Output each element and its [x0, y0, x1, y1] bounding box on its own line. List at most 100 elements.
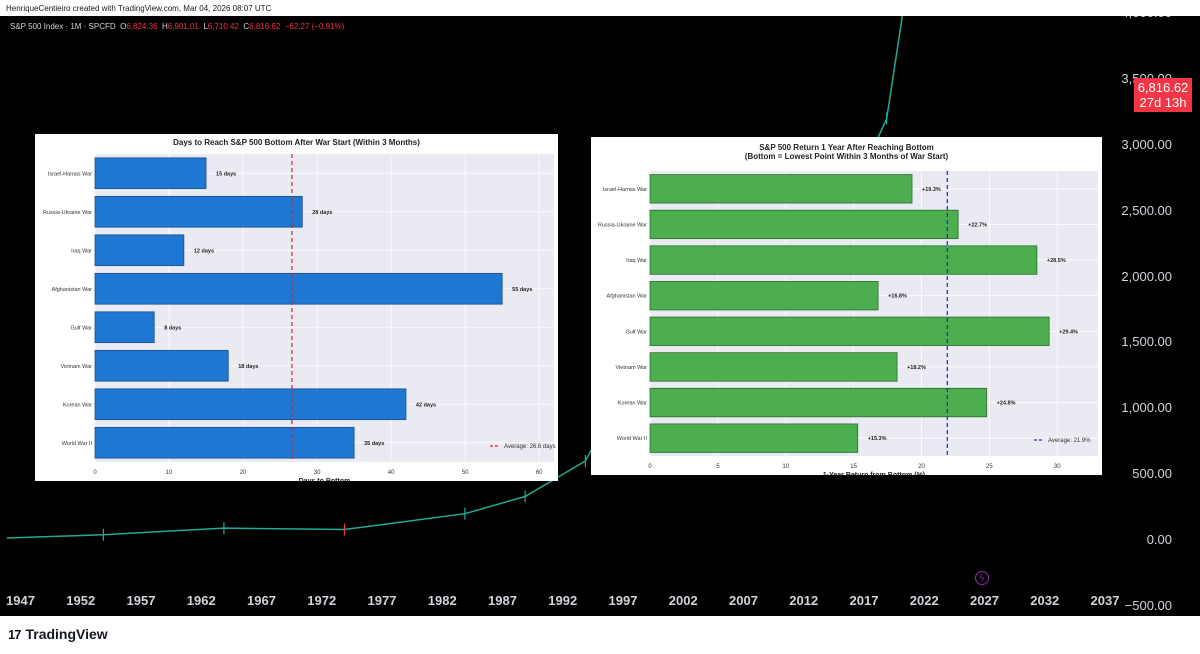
x-tick-label: 50: [462, 470, 469, 476]
close-label: C: [243, 22, 250, 31]
bar: [94, 157, 207, 190]
footer-bar: 17 TradingView: [0, 616, 1200, 654]
change-value: −62.27 (−0.91%): [284, 22, 345, 31]
close-value: 6,816.62: [249, 22, 281, 31]
bar-value-label: 42 days: [416, 402, 436, 408]
category-label: Israel-Hamas War: [48, 171, 92, 177]
chart-subtitle: (Bottom = Lowest Point Within 3 Months o…: [745, 152, 949, 161]
x-tick-label: 30: [314, 470, 321, 476]
time-axis-label: 2032: [1030, 593, 1060, 608]
time-axis-label: 2037: [1090, 593, 1120, 608]
category-label: Iraq War: [71, 248, 92, 254]
x-axis-title: Days to Bottom: [299, 478, 351, 481]
bar-value-label: 55 days: [512, 287, 532, 293]
time-axis-label: 1987: [488, 593, 517, 608]
time-axis-label: 1997: [608, 593, 638, 608]
bar-value-label: 18 days: [238, 364, 258, 370]
x-tick-label: 15: [850, 464, 857, 470]
one-year-return-chart: S&P 500 Return 1 Year After Reaching Bot…: [591, 137, 1102, 479]
category-label: Israel-Hamas War: [603, 187, 647, 193]
bar: [94, 234, 185, 267]
bar-value-label: +28.5%: [1047, 258, 1066, 264]
time-axis-label: 1952: [66, 593, 96, 608]
category-label: World War II: [62, 441, 93, 447]
bar-value-label: +29.4%: [1059, 329, 1078, 335]
bar-value-label: 15 days: [216, 171, 236, 177]
bar: [649, 387, 988, 418]
bar-value-label: 8 days: [164, 325, 181, 331]
bar-value-label: 12 days: [194, 248, 214, 254]
time-axis-label: 2017: [849, 593, 879, 608]
open-label: O: [120, 22, 127, 31]
category-label: World War II: [617, 436, 648, 442]
bar: [94, 272, 503, 305]
bar-value-label: +18.2%: [907, 365, 926, 371]
time-axis-label: 2022: [909, 593, 939, 608]
price-axis-label: 1,000.00: [1121, 400, 1172, 416]
bar: [649, 209, 959, 240]
flash-icon[interactable]: ϟ: [975, 571, 989, 585]
time-axis-label: 1982: [427, 593, 457, 608]
x-axis-title: 1-Year Return from Bottom (%): [823, 472, 925, 475]
x-tick-label: 40: [388, 470, 395, 476]
price-axis-label: 0.00: [1146, 532, 1172, 547]
price-axis-label: 1,500.00: [1121, 334, 1172, 350]
time-axis-label: 2002: [668, 593, 698, 608]
price-axis-label: −500.00: [1124, 597, 1172, 613]
bar: [649, 245, 1038, 275]
price-axis-label: 500.00: [1132, 466, 1172, 482]
days-to-bottom-chart: Days to Reach S&P 500 Bottom After War S…: [35, 134, 558, 485]
chart-title: Days to Reach S&P 500 Bottom After War S…: [173, 138, 420, 147]
days-to-bottom-svg: Days to Reach S&P 500 Bottom After War S…: [43, 138, 556, 485]
x-tick-label: 0: [648, 464, 652, 470]
category-label: Vietnam War: [616, 365, 648, 371]
time-axis-label: 1977: [367, 593, 397, 608]
time-axis-label: 1962: [186, 593, 216, 608]
time-axis-label: 1957: [126, 593, 156, 608]
bar-value-label: 28 days: [312, 210, 332, 216]
bar-value-label: +24.8%: [997, 401, 1016, 407]
bar-value-label: +15.3%: [868, 436, 887, 442]
category-label: Gulf War: [71, 325, 93, 331]
bar: [94, 349, 229, 382]
bar: [94, 388, 407, 421]
bar-value-label: +16.8%: [888, 294, 907, 300]
category-label: Iraq War: [626, 258, 647, 264]
brand-name: TradingView: [25, 626, 108, 642]
low-label: L: [203, 22, 208, 31]
header-credit-bar: HenriqueCentieiro created with TradingVi…: [0, 0, 1200, 16]
x-tick-label: 20: [918, 464, 925, 470]
time-axis-label: 2007: [729, 593, 758, 608]
price-axis-label: 2,500.00: [1121, 202, 1172, 218]
x-tick-label: 0: [93, 470, 97, 476]
author-credit: HenriqueCentieiro created with TradingVi…: [6, 4, 272, 13]
category-label: Russia-Ukraine War: [43, 210, 92, 216]
bar: [94, 426, 355, 459]
category-label: Afghanistan War: [607, 294, 648, 300]
tradingview-logo[interactable]: 17 TradingView: [8, 626, 108, 642]
x-tick-label: 5: [716, 464, 720, 470]
legend-label: Average: 26.6 days: [504, 444, 556, 450]
category-label: Gulf War: [626, 329, 648, 335]
category-label: Korean War: [618, 401, 647, 407]
low-value: 6,710.42: [207, 22, 239, 31]
category-label: Vietnam War: [61, 364, 93, 370]
symbol-legend: S&P 500 Index · 1M · SPCFD O6,824.36 H6,…: [10, 22, 344, 31]
tradingview-logo-icon: 17: [8, 627, 22, 642]
x-tick-label: 60: [536, 470, 543, 476]
category-label: Korean War: [63, 402, 92, 408]
time-axis-label: 1972: [307, 593, 337, 608]
symbol-name[interactable]: S&P 500 Index · 1M · SPCFD: [10, 22, 116, 31]
bar-value-label: +22.7%: [968, 222, 987, 228]
price-axis-label: 2,000.00: [1121, 268, 1172, 284]
one-year-return-svg: S&P 500 Return 1 Year After Reaching Bot…: [598, 143, 1098, 479]
bar: [649, 316, 1050, 346]
chart-window[interactable]: S&P 500 Index · 1M · SPCFD O6,824.36 H6,…: [0, 16, 1200, 616]
category-label: Russia-Ukraine War: [598, 222, 647, 228]
time-axis-label: 1947: [6, 593, 35, 608]
bar-value-label: +19.3%: [922, 187, 941, 193]
bar-countdown: 27d 13h: [1139, 95, 1187, 110]
x-tick-label: 25: [986, 464, 993, 470]
x-tick-label: 10: [782, 464, 789, 470]
bar: [649, 423, 859, 453]
